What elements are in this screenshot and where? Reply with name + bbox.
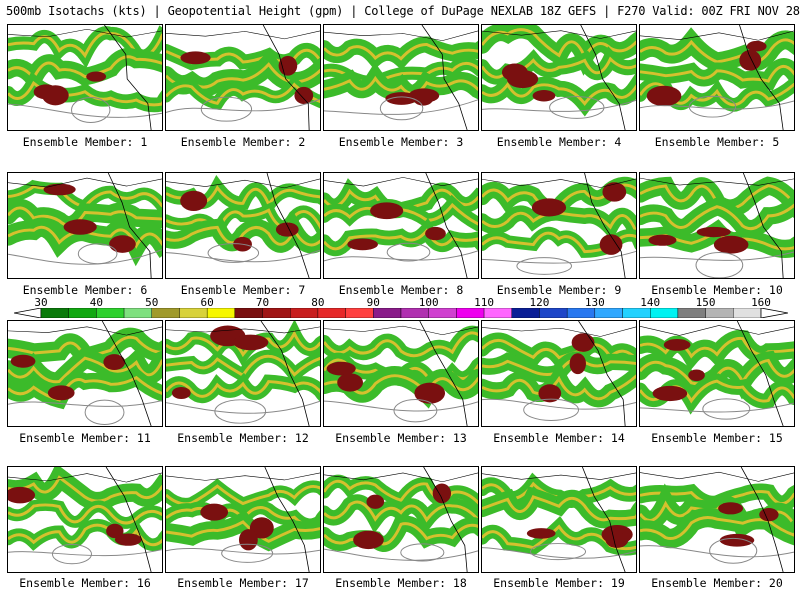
colorbar-tick-label: 80 bbox=[311, 296, 325, 309]
colorbar-tick-label: 160 bbox=[751, 296, 771, 309]
ensemble-map-15 bbox=[639, 320, 795, 427]
colorbar-segment bbox=[262, 308, 291, 318]
colorbar-tick-label: 100 bbox=[418, 296, 439, 309]
colorbar-segment bbox=[622, 308, 651, 318]
colorbar-segment bbox=[290, 308, 319, 318]
colorbar-tick-label: 60 bbox=[200, 296, 214, 309]
ensemble-map-8 bbox=[323, 172, 479, 279]
ensemble-map-5 bbox=[639, 24, 795, 131]
colorbar-arrow-left bbox=[14, 308, 42, 318]
ensemble-map-2 bbox=[165, 24, 321, 131]
colorbar-segment bbox=[317, 308, 346, 318]
ensemble-map-10 bbox=[639, 172, 795, 279]
ensemble-map-17 bbox=[165, 466, 321, 573]
colorbar-tick-label: 30 bbox=[34, 296, 48, 309]
colorbar-segment bbox=[123, 308, 152, 318]
ensemble-map-14 bbox=[481, 320, 637, 427]
ensemble-member-caption: Ensemble Member: 2 bbox=[180, 135, 306, 149]
colorbar-segment bbox=[179, 308, 208, 318]
colorbar-segment bbox=[539, 308, 568, 318]
colorbar-segment bbox=[206, 308, 236, 318]
ensemble-member-caption: Ensemble Member: 4 bbox=[496, 135, 622, 149]
ensemble-map-12 bbox=[165, 320, 321, 427]
colorbar-segment bbox=[40, 308, 69, 318]
colorbar-tick-label: 40 bbox=[89, 296, 103, 309]
ensemble-map-1 bbox=[7, 24, 163, 131]
colorbar-tick-label: 50 bbox=[145, 296, 159, 309]
colorbar-tick-label: 90 bbox=[366, 296, 380, 309]
ensemble-member-caption: Ensemble Member: 14 bbox=[493, 431, 625, 445]
colorbar-segment bbox=[483, 308, 512, 318]
ensemble-member-caption: Ensemble Member: 12 bbox=[177, 431, 309, 445]
ensemble-member-caption: Ensemble Member: 6 bbox=[22, 283, 148, 297]
ensemble-member-caption: Ensemble Member: 17 bbox=[177, 576, 309, 590]
colorbar-segment bbox=[151, 308, 180, 318]
ensemble-member-caption: Ensemble Member: 8 bbox=[338, 283, 464, 297]
colorbar-segment bbox=[456, 308, 485, 318]
colorbar-segment bbox=[373, 308, 402, 318]
colorbar bbox=[14, 308, 788, 318]
ensemble-member-caption: Ensemble Member: 7 bbox=[180, 283, 306, 297]
colorbar-segment bbox=[400, 308, 429, 318]
colorbar-tick-label: 140 bbox=[640, 296, 661, 309]
colorbar-segment bbox=[234, 308, 263, 318]
colorbar-tick-label: 130 bbox=[584, 296, 605, 309]
ensemble-map-19 bbox=[481, 466, 637, 573]
colorbar-segment bbox=[68, 308, 97, 318]
ensemble-map-11 bbox=[7, 320, 163, 427]
colorbar-segment bbox=[428, 308, 457, 318]
ensemble-member-caption: Ensemble Member: 19 bbox=[493, 576, 625, 590]
ensemble-map-4 bbox=[481, 24, 637, 131]
ensemble-member-caption: Ensemble Member: 9 bbox=[496, 283, 622, 297]
colorbar-segment bbox=[705, 308, 734, 318]
ensemble-map-18 bbox=[323, 466, 479, 573]
ensemble-member-caption: Ensemble Member: 3 bbox=[338, 135, 464, 149]
ensemble-member-caption: Ensemble Member: 20 bbox=[651, 576, 783, 590]
ensemble-member-caption: Ensemble Member: 15 bbox=[651, 431, 783, 445]
ensemble-map-3 bbox=[323, 24, 479, 131]
colorbar-segment bbox=[733, 308, 762, 318]
ensemble-map-6 bbox=[7, 172, 163, 279]
page-title: 500mb Isotachs (kts) | Geopotential Heig… bbox=[6, 4, 800, 18]
ensemble-member-caption: Ensemble Member: 13 bbox=[335, 431, 467, 445]
ensemble-member-caption: Ensemble Member: 16 bbox=[19, 576, 151, 590]
colorbar-tick-label: 150 bbox=[695, 296, 716, 309]
colorbar-segment bbox=[650, 308, 679, 318]
colorbar-segment bbox=[566, 308, 596, 318]
colorbar-segment bbox=[511, 308, 540, 318]
colorbar-tick-label: 120 bbox=[529, 296, 550, 309]
ensemble-map-16 bbox=[7, 466, 163, 573]
colorbar-segment bbox=[96, 308, 125, 318]
colorbar-segment bbox=[677, 308, 706, 318]
ensemble-member-caption: Ensemble Member: 1 bbox=[22, 135, 148, 149]
ensemble-member-caption: Ensemble Member: 5 bbox=[654, 135, 780, 149]
ensemble-member-caption: Ensemble Member: 11 bbox=[19, 431, 151, 445]
colorbar-segment bbox=[345, 308, 374, 318]
colorbar-tick-label: 110 bbox=[474, 296, 494, 309]
ensemble-map-20 bbox=[639, 466, 795, 573]
ensemble-map-9 bbox=[481, 172, 637, 279]
ensemble-member-caption: Ensemble Member: 18 bbox=[335, 576, 467, 590]
ensemble-map-13 bbox=[323, 320, 479, 427]
colorbar-segment bbox=[594, 308, 623, 318]
ensemble-member-caption: Ensemble Member: 10 bbox=[651, 283, 783, 297]
ensemble-map-7 bbox=[165, 172, 321, 279]
colorbar-tick-label: 70 bbox=[255, 296, 270, 309]
colorbar-arrow-right bbox=[760, 308, 788, 318]
